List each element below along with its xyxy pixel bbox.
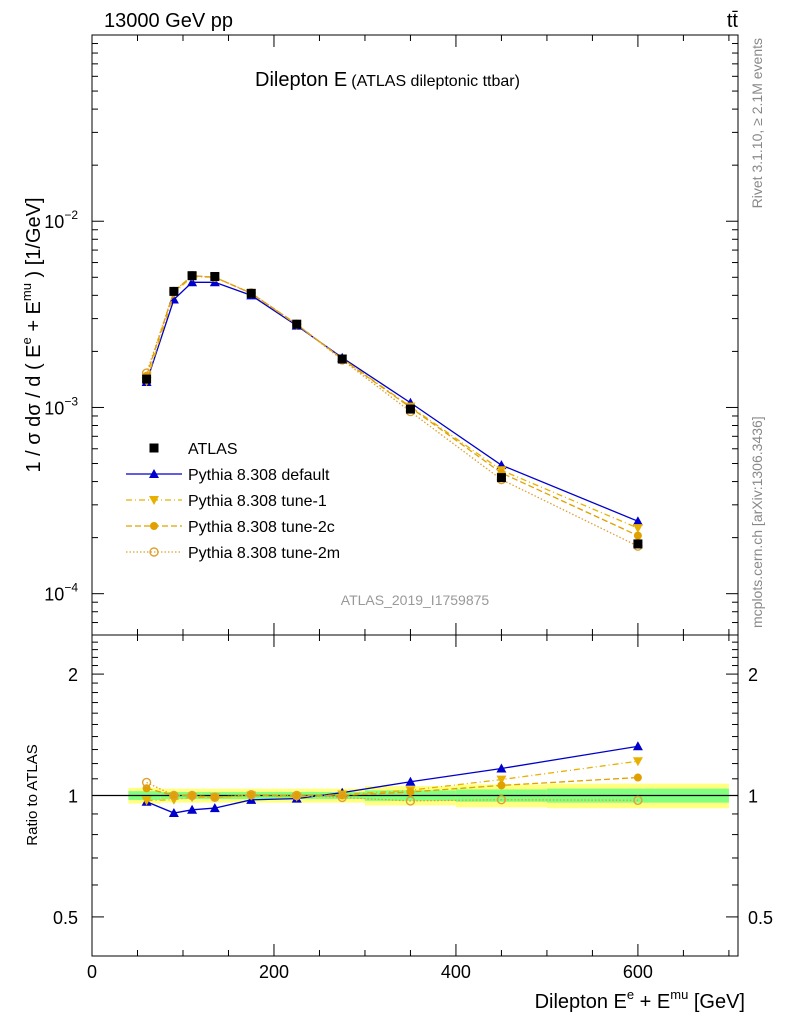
legend-marker-atlas (149, 443, 159, 453)
point-pythia-8-308-tune-2c (633, 531, 642, 540)
legend-marker-pythia-8-308-default (149, 469, 159, 478)
ratio-point-pythia-8-308-tune-2m (210, 792, 220, 802)
point-pythia-8-308-default (187, 277, 198, 287)
header-left: 13000 GeV pp (104, 10, 233, 32)
main-panel: Dilepton E (ATLAS dileptonic ttbar) ATLAS… (19, 34, 739, 636)
ratio-y-tick-label-left: 1 (68, 787, 78, 807)
ratio-point-pythia-8-308-tune-1 (496, 775, 507, 785)
header-right: tt̄ (727, 10, 739, 32)
point-pythia-8-308-tune-1 (632, 524, 643, 534)
legend-label-pythia-8-308-tune-2m: Pythia 8.308 tune-2m (188, 545, 340, 562)
ratio-point-pythia-8-308-tune-2c (188, 791, 197, 800)
ratio-point-pythia-8-308-default (632, 741, 643, 751)
ratio-point-pythia-8-308-tune-2m (187, 790, 197, 801)
ratio-point-pythia-8-308-tune-2c (292, 791, 301, 800)
ratio-y-tick-label-left: 2 (68, 665, 78, 685)
point-atlas (292, 319, 302, 329)
legend-marker-pythia-8-308-tune-2c (150, 522, 158, 530)
y-tick-label: 10−3 (44, 394, 78, 418)
ratio-y-tick-label-left: 0.5 (53, 908, 78, 928)
xlabel-sup1: e (627, 987, 634, 1002)
ratio-point-pythia-8-308-tune-2m (169, 790, 179, 801)
point-atlas (142, 374, 152, 384)
series-line-pythia-8-308-tune-1 (145, 275, 639, 529)
ratio-y-tick-label-right: 2 (748, 665, 758, 685)
ratio-point-pythia-8-308-default (209, 803, 220, 813)
legend-marker-pythia-8-308-tune-1 (149, 496, 159, 505)
ratio-line-pythia-8-308-tune-2m (146, 781, 638, 802)
ratio-point-pythia-8-308-tune-2c (497, 781, 506, 790)
ratio-y-tick-label-right: 1 (748, 787, 758, 807)
ylabel-sup2: mu (19, 283, 34, 301)
x-tick-label: 600 (623, 962, 653, 982)
point-atlas (405, 404, 415, 414)
ratio-point-pythia-8-308-default (496, 763, 507, 773)
rivet-label: Rivet 3.1.10, ≥ 2.1M events (749, 38, 765, 208)
ratio-point-pythia-8-308-default (168, 808, 179, 818)
legend-label-atlas: ATLAS (188, 441, 238, 458)
ratio-point-pythia-8-308-tune-2c (633, 773, 642, 782)
legend-marker-pythia-8-308-tune-2m (149, 547, 159, 557)
main-title: Dilepton E (ATLAS dileptonic ttbar) (255, 69, 520, 91)
x-tick-label: 400 (441, 962, 471, 982)
ratio-y-tick-label-right: 0.5 (748, 908, 773, 928)
ratio-point-pythia-8-308-tune-2m (337, 792, 347, 803)
ratio-point-pythia-8-308-tune-2m (141, 777, 152, 788)
ratio-point-pythia-8-308-tune-2m (405, 796, 416, 806)
point-atlas (337, 354, 347, 364)
ratio-point-pythia-8-308-tune-2c (169, 791, 178, 800)
point-pythia-8-308-default (632, 516, 643, 526)
legend-label-pythia-8-308-default: Pythia 8.308 default (188, 467, 330, 484)
ratio-point-pythia-8-308-tune-2m (292, 790, 302, 801)
y-tick-label-exp: −3 (64, 394, 78, 408)
x-tick-label: 200 (259, 962, 289, 982)
xlabel-pre: Dilepton E (535, 991, 627, 1013)
main-ylabel: 1 / σ dσ / d ( Ee + Emu ) [1/GeV] (19, 197, 45, 472)
x-tick-label: 0 (87, 962, 97, 982)
xlabel-mid: + E (634, 991, 670, 1013)
point-atlas (210, 271, 220, 281)
ratio-point-pythia-8-308-tune-1 (632, 757, 643, 767)
point-atlas (496, 473, 506, 483)
legend-label-pythia-8-308-tune-2c: Pythia 8.308 tune-2c (188, 519, 335, 536)
y-tick-label: 10−4 (44, 581, 78, 605)
ylabel-pre: 1 / σ dσ / d ( E (23, 344, 45, 472)
main-title-text: Dilepton E (255, 69, 347, 91)
xlabel-post: [GeV] (688, 991, 745, 1013)
ylabel-post: ) [1/GeV] (23, 197, 45, 283)
ratio-point-pythia-8-308-tune-2m (246, 789, 256, 800)
point-atlas (246, 288, 256, 298)
point-atlas (187, 271, 197, 281)
legend-label-pythia-8-308-tune-1: Pythia 8.308 tune-1 (188, 493, 327, 510)
mcplots-label: mcplots.cern.ch [arXiv:1306.3436] (749, 416, 765, 628)
point-atlas (633, 539, 643, 549)
ratio-point-pythia-8-308-default (405, 776, 416, 786)
y-tick-label: 10−2 (44, 208, 78, 232)
ratio-point-pythia-8-308-tune-2c (406, 787, 415, 796)
ylabel-sup1: e (19, 337, 34, 344)
xlabel-sup2: mu (670, 987, 688, 1002)
series-line-pythia-8-308-default (145, 281, 639, 522)
ratio-point-pythia-8-308-default (187, 804, 198, 814)
ratio-ylabel: Ratio to ATLAS (24, 744, 41, 845)
y-tick-label-base: 10 (44, 398, 64, 418)
y-tick-label-base: 10 (44, 585, 64, 605)
ratio-panel: Ratio to ATLAS 2 2 1 1 0.5 0.5 (24, 634, 773, 957)
main-subtitle: (ATLAS dileptonic ttbar) (351, 73, 520, 90)
y-tick-label-exp: −2 (64, 208, 78, 222)
series-line-pythia-8-308-tune-2m (145, 275, 639, 547)
analysis-label: ATLAS_2019_I1759875 (341, 592, 490, 608)
legend: ATLAS Pythia 8.308 default Pythia 8.308 tu… (126, 441, 340, 562)
ylabel-mid: + E (23, 301, 45, 337)
point-atlas (169, 286, 179, 296)
ratio-point-pythia-8-308-tune-2m (496, 795, 507, 805)
ratio-line-pythia-8-308-default (146, 745, 639, 814)
x-axis-label: Dilepton Ee + Emu [GeV] (535, 987, 745, 1013)
ratio-point-pythia-8-308-tune-1 (141, 796, 152, 806)
y-tick-label-exp: −4 (64, 581, 78, 595)
y-tick-label-base: 10 (44, 212, 64, 232)
ratio-point-pythia-8-308-tune-2m (633, 795, 643, 805)
